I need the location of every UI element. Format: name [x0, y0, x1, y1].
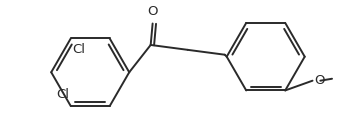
Text: O: O [314, 74, 325, 87]
Text: Cl: Cl [56, 88, 69, 101]
Text: O: O [147, 5, 158, 18]
Text: Cl: Cl [73, 43, 86, 56]
